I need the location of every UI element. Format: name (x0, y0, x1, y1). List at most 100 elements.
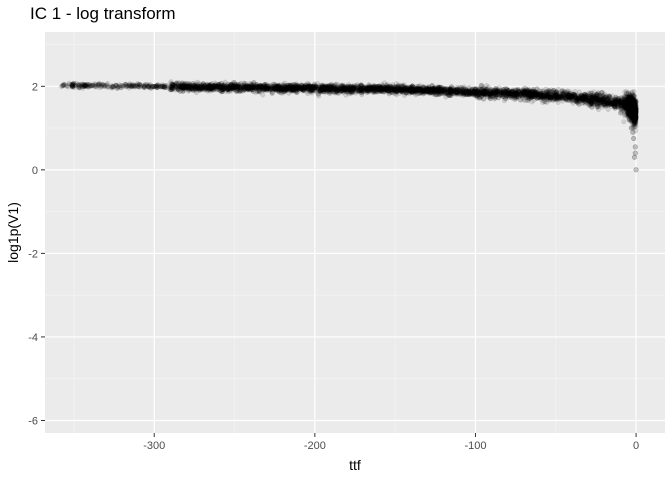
data-point (237, 86, 243, 93)
data-point (426, 88, 433, 94)
data-point (429, 87, 435, 93)
data-point (185, 83, 191, 89)
data-point (589, 95, 595, 101)
data-point (494, 91, 500, 98)
data-point (472, 86, 478, 93)
data-point (466, 89, 472, 96)
data-point (311, 85, 317, 91)
data-point (257, 83, 263, 89)
data-point (622, 100, 628, 106)
data-point (436, 85, 443, 91)
data-point (458, 89, 465, 95)
data-point (136, 82, 142, 88)
data-point (523, 90, 529, 96)
data-point (192, 86, 198, 92)
data-point (470, 91, 477, 97)
data-point (167, 87, 173, 93)
data-point (528, 95, 534, 101)
data-point (126, 83, 133, 89)
data-point (342, 87, 348, 93)
data-point (591, 98, 597, 104)
data-point (420, 89, 426, 95)
data-point (537, 91, 543, 97)
data-point (473, 90, 480, 96)
data-point (497, 91, 503, 97)
data-point (612, 104, 618, 110)
data-point (195, 85, 201, 91)
data-point (437, 87, 443, 93)
data-point (367, 86, 373, 92)
data-point (307, 84, 313, 90)
data-point (540, 90, 546, 96)
data-point (457, 91, 463, 97)
data-point (229, 88, 235, 94)
data-point (617, 100, 623, 106)
data-point (62, 82, 68, 88)
data-point (202, 85, 208, 91)
data-point (579, 92, 585, 99)
data-point (568, 94, 574, 101)
data-point (403, 87, 410, 94)
data-point (359, 86, 366, 92)
data-point (283, 86, 289, 92)
data-point (237, 84, 243, 90)
data-point (72, 85, 78, 91)
data-point (605, 106, 611, 112)
data-point (565, 93, 571, 99)
data-point (623, 100, 630, 106)
data-point (385, 85, 391, 91)
data-point (510, 92, 516, 98)
data-point (259, 86, 265, 92)
data-point (578, 92, 584, 99)
data-point (301, 87, 307, 93)
data-point (586, 97, 592, 103)
data-point (175, 84, 182, 90)
data-point (407, 86, 413, 92)
data-point (234, 83, 240, 89)
data-point (353, 90, 359, 96)
data-point (569, 96, 575, 102)
data-point (545, 92, 551, 98)
data-point (203, 85, 209, 91)
data-point (608, 100, 614, 106)
data-point (463, 90, 469, 96)
data-point (338, 84, 344, 90)
data-point (478, 89, 484, 95)
data-point (278, 84, 284, 90)
data-point (462, 89, 468, 95)
data-point (436, 87, 442, 93)
data-point (230, 82, 236, 88)
data-point (226, 85, 232, 91)
data-point (632, 115, 638, 122)
data-point (431, 88, 437, 94)
data-point (255, 84, 261, 90)
data-point (528, 93, 534, 99)
data-point (534, 95, 540, 101)
data-point (472, 89, 478, 95)
data-point (496, 85, 502, 91)
data-point (327, 84, 333, 90)
data-point (425, 86, 431, 92)
data-point (397, 83, 403, 89)
data-point (596, 91, 602, 97)
data-point (614, 100, 621, 106)
data-point (345, 82, 352, 88)
data-point (276, 87, 282, 93)
data-point (431, 85, 437, 91)
data-point (508, 94, 514, 100)
data-point (61, 82, 67, 88)
data-point (543, 91, 549, 97)
data-point (207, 83, 213, 89)
data-point (382, 85, 388, 91)
data-point (525, 91, 531, 97)
data-point (488, 90, 494, 96)
data-point (565, 94, 571, 100)
data-point (602, 99, 608, 105)
data-point (323, 85, 329, 91)
data-point (324, 83, 330, 90)
data-point (310, 84, 316, 90)
data-point (490, 89, 497, 95)
data-point (249, 83, 255, 89)
data-point (244, 84, 250, 90)
data-point (145, 83, 151, 89)
